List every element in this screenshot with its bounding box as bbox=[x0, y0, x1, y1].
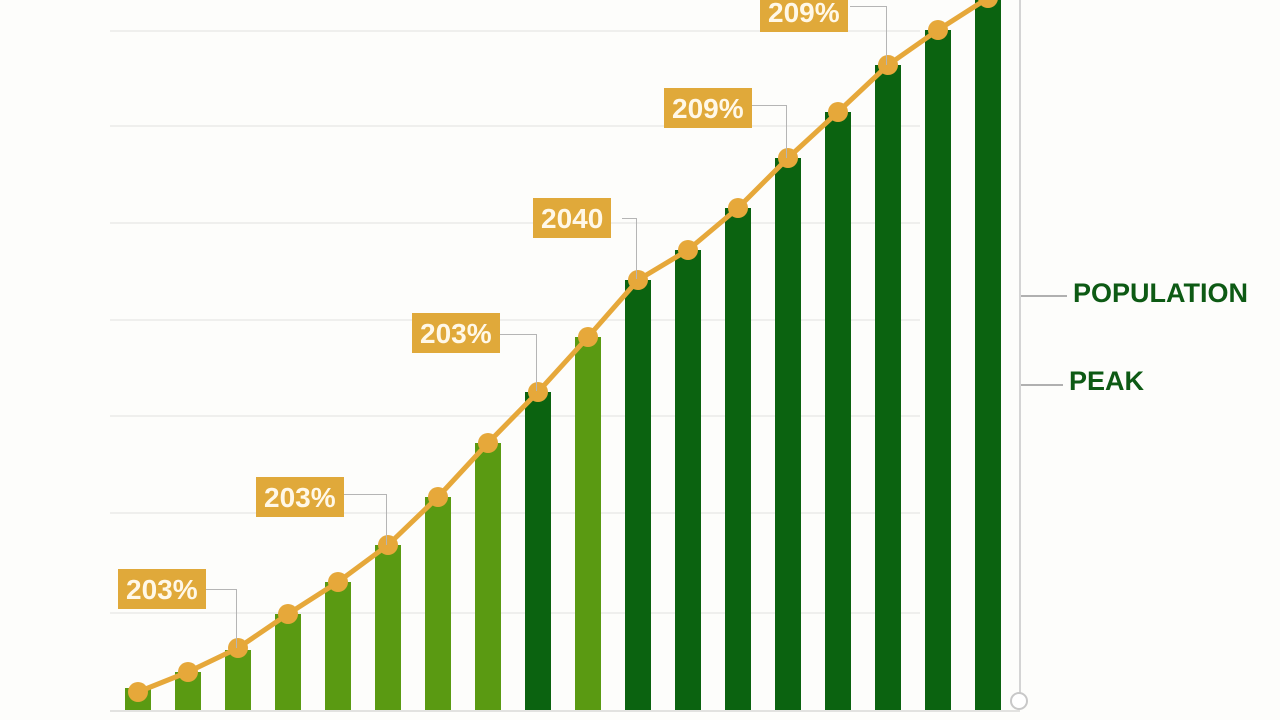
peak-point-marker bbox=[378, 535, 398, 555]
gridline bbox=[110, 512, 920, 514]
peak-point-marker bbox=[978, 0, 998, 8]
peak-point-marker bbox=[178, 662, 198, 682]
peak-point-marker bbox=[678, 240, 698, 260]
peak-point-marker bbox=[528, 382, 548, 402]
bar bbox=[825, 112, 851, 710]
x-axis-baseline bbox=[110, 710, 1020, 712]
legend-tick-peak bbox=[1021, 384, 1063, 386]
peak-point-marker bbox=[478, 433, 498, 453]
bar bbox=[375, 545, 401, 710]
gridline bbox=[110, 612, 920, 614]
bar bbox=[925, 30, 951, 710]
annotation-badge: 203% bbox=[256, 477, 344, 517]
annotation-leader bbox=[344, 494, 387, 545]
gridline bbox=[110, 222, 920, 224]
peak-point-marker bbox=[578, 327, 598, 347]
bar bbox=[525, 392, 551, 710]
bar bbox=[725, 208, 751, 710]
peak-point-marker bbox=[778, 148, 798, 168]
bar bbox=[975, 0, 1001, 710]
gridline bbox=[110, 125, 920, 127]
legend-label-population: POPULATION bbox=[1073, 278, 1248, 308]
peak-point-marker bbox=[828, 102, 848, 122]
bar bbox=[625, 280, 651, 710]
gridline bbox=[110, 319, 920, 321]
annotation-badge: 209% bbox=[664, 88, 752, 128]
bar bbox=[875, 65, 901, 710]
bar bbox=[325, 582, 351, 710]
annotation-leader bbox=[752, 105, 787, 158]
bar bbox=[575, 337, 601, 710]
bar bbox=[275, 614, 301, 710]
bar bbox=[475, 443, 501, 710]
annotation-leader bbox=[500, 334, 537, 391]
peak-point-marker bbox=[878, 55, 898, 75]
annotation-leader bbox=[850, 6, 887, 65]
peak-point-marker bbox=[278, 604, 298, 624]
bar bbox=[775, 158, 801, 710]
annotation-badge: 209% bbox=[760, 0, 848, 32]
legend-label-peak: PEAK bbox=[1069, 366, 1145, 396]
peak-point-marker bbox=[228, 638, 248, 658]
peak-point-marker bbox=[628, 270, 648, 290]
axis-end-circle-icon bbox=[1010, 692, 1028, 710]
peak-point-marker bbox=[928, 20, 948, 40]
annotation-badge: 2040 bbox=[533, 198, 612, 238]
legend-tick-population bbox=[1021, 295, 1067, 297]
bar bbox=[225, 650, 251, 710]
bar bbox=[425, 497, 451, 710]
annotation-badge: 203% bbox=[118, 569, 206, 609]
annotation-badge: 203% bbox=[412, 313, 500, 353]
annotation-leader bbox=[206, 589, 237, 648]
peak-point-marker bbox=[728, 198, 748, 218]
annotation-leader bbox=[622, 218, 637, 279]
bar bbox=[675, 250, 701, 710]
peak-point-marker bbox=[328, 572, 348, 592]
peak-point-marker bbox=[128, 682, 148, 702]
gridline bbox=[110, 30, 920, 32]
right-axis-line bbox=[1019, 0, 1021, 694]
peak-point-marker bbox=[428, 487, 448, 507]
